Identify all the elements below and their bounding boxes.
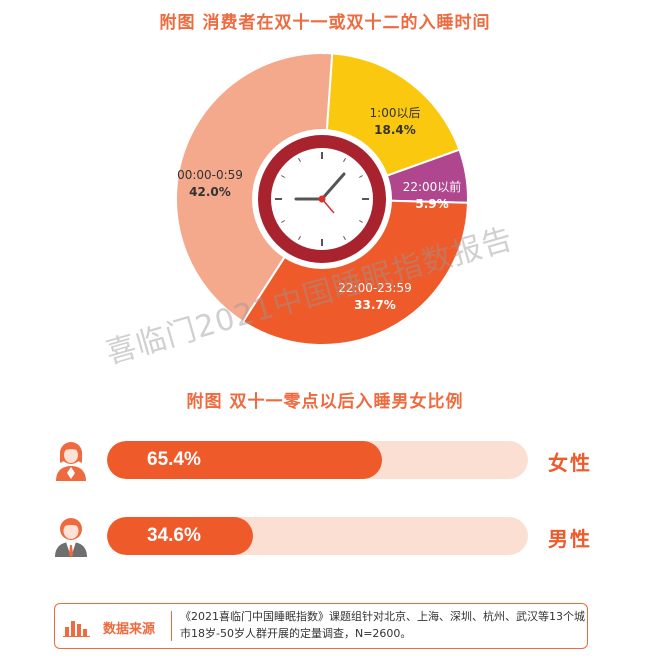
pie-chart-title: 附图 消费者在双十一或双十二的入睡时间 bbox=[159, 13, 491, 33]
male-bar bbox=[107, 517, 253, 555]
male-person-icon bbox=[55, 518, 87, 557]
data-source-text: 《2021喜临门中国睡眠指数》课题组针对北京、上海、深圳、杭州、武汉等13个城市… bbox=[180, 610, 585, 640]
slice-label: 22:00以前 bbox=[403, 179, 462, 194]
slice-label: 1:00以后 bbox=[370, 106, 421, 120]
bar-row-female: 65.4% 女性 bbox=[0, 437, 650, 485]
divider bbox=[171, 611, 172, 641]
pie-chart: 1:00以后 18.4% 22:00以前 5.9% 22:00-23:59 33.7% 00… bbox=[175, 52, 469, 346]
bar-chart-title: 附图 双十一零点以后入睡男女比例 bbox=[186, 392, 464, 412]
slice-value-label: 42.0% bbox=[189, 185, 231, 199]
slice-label: 00:00-0:59 bbox=[177, 168, 243, 182]
male-bar-track bbox=[107, 517, 528, 555]
female-bar bbox=[107, 441, 383, 479]
data-source-label: 数据来源 bbox=[103, 622, 156, 637]
clock-icon bbox=[252, 129, 392, 269]
female-value-label: 65.4% bbox=[147, 449, 201, 470]
bar-chart-icon bbox=[63, 621, 90, 637]
male-category-label: 男性 bbox=[548, 527, 592, 551]
female-category-label: 女性 bbox=[548, 451, 592, 475]
slice-value-label: 5.9% bbox=[415, 197, 448, 211]
slice-value-label: 18.4% bbox=[374, 123, 416, 137]
slice-value-label: 33.7% bbox=[354, 298, 396, 312]
female-person-icon bbox=[56, 442, 86, 481]
slice-label: 22:00-23:59 bbox=[338, 281, 412, 295]
female-bar-track bbox=[107, 441, 528, 479]
data-source-box: 数据来源 《2021喜临门中国睡眠指数》课题组针对北京、上海、深圳、杭州、武汉等… bbox=[54, 603, 588, 649]
bar-row-male: 34.6% 男性 bbox=[0, 513, 650, 561]
male-value-label: 34.6% bbox=[147, 525, 201, 546]
